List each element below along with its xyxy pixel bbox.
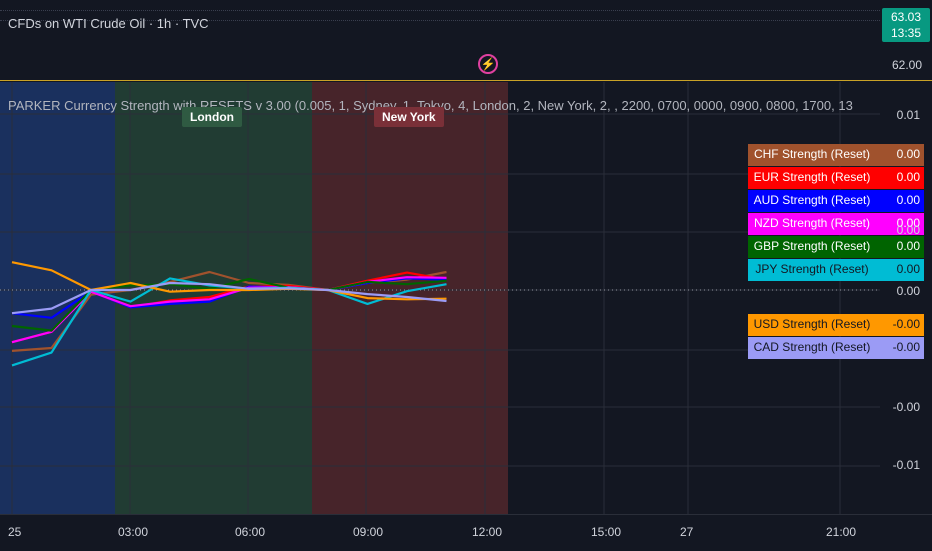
y-axis-label: 0.00 <box>896 223 920 237</box>
table-row: USD Strength (Reset) -0.00 <box>748 314 924 336</box>
currency-value: 0.00 <box>876 259 924 281</box>
table-row: EUR Strength (Reset) 0.00 <box>748 167 924 189</box>
strength-table-bottom: USD Strength (Reset) -0.00 CAD Strength (… <box>748 314 924 360</box>
indicator-pane[interactable]: PARKER Currency Strength with RESETS v 3… <box>0 82 932 514</box>
currency-value: 0.00 <box>876 167 924 189</box>
table-row: JPY Strength (Reset) 0.00 <box>748 259 924 281</box>
currency-value: -0.00 <box>876 337 924 359</box>
symbol-title[interactable]: CFDs on WTI Crude Oil · 1h · TVC <box>8 16 209 31</box>
time-label: 27 <box>680 525 694 539</box>
currency-name: AUD Strength (Reset) <box>748 190 876 212</box>
time-axis[interactable]: 25 03:00 06:00 09:00 12:00 15:00 27 21:0… <box>0 514 932 551</box>
series-line-cad <box>11 281 447 315</box>
grid-line <box>0 10 880 11</box>
table-row: NZD Strength (Reset) 0.00 <box>748 213 924 235</box>
y-axis-label: 0.00 <box>896 284 920 298</box>
currency-value: 0.00 <box>876 190 924 212</box>
time-label: 25 <box>8 525 22 539</box>
currency-name: CAD Strength (Reset) <box>748 337 876 359</box>
time-label: 06:00 <box>235 525 266 539</box>
currency-name: EUR Strength (Reset) <box>748 167 876 189</box>
y-axis-label: -0.01 <box>892 458 920 472</box>
time-label: 09:00 <box>353 525 384 539</box>
y-axis-label: -0.00 <box>892 400 920 414</box>
currency-name: CHF Strength (Reset) <box>748 144 876 166</box>
currency-strength-chart[interactable] <box>0 82 932 514</box>
currency-name: GBP Strength (Reset) <box>748 236 876 258</box>
price-pane[interactable]: CFDs on WTI Crude Oil · 1h · TVC 63.03 1… <box>0 0 932 81</box>
currency-value: 0.00 <box>876 213 924 235</box>
table-row: GBP Strength (Reset) 0.00 <box>748 236 924 258</box>
series-line-usd <box>11 261 447 301</box>
time-label: 15:00 <box>591 525 622 539</box>
table-row: AUD Strength (Reset) 0.00 <box>748 190 924 212</box>
session-background <box>0 82 115 514</box>
last-price: 63.03 <box>890 10 922 24</box>
currency-name: JPY Strength (Reset) <box>748 259 876 281</box>
time-label: 21:00 <box>826 525 857 539</box>
currency-value: 0.00 <box>876 144 924 166</box>
currency-name: NZD Strength (Reset) <box>748 213 876 235</box>
last-price-badge: 63.03 13:35 <box>882 8 930 42</box>
time-label: 12:00 <box>472 525 503 539</box>
table-row: CAD Strength (Reset) -0.00 <box>748 337 924 359</box>
flash-icon[interactable]: ⚡ <box>478 54 498 74</box>
y-axis-label: 0.01 <box>896 108 920 122</box>
grid-line <box>0 20 880 21</box>
currency-value: 0.00 <box>876 236 924 258</box>
table-row: CHF Strength (Reset) 0.00 <box>748 144 924 166</box>
strength-table-top: CHF Strength (Reset) 0.00 EUR Strength (R… <box>748 144 924 282</box>
series-line-gbp <box>11 277 447 332</box>
currency-name: USD Strength (Reset) <box>748 314 876 336</box>
currency-value: -0.00 <box>876 314 924 336</box>
bar-countdown: 13:35 <box>890 26 922 40</box>
time-label: 03:00 <box>118 525 149 539</box>
price-scale-label: 62.00 <box>891 58 922 72</box>
session-label-london: London <box>182 107 242 127</box>
session-label-newyork: New York <box>374 107 444 127</box>
